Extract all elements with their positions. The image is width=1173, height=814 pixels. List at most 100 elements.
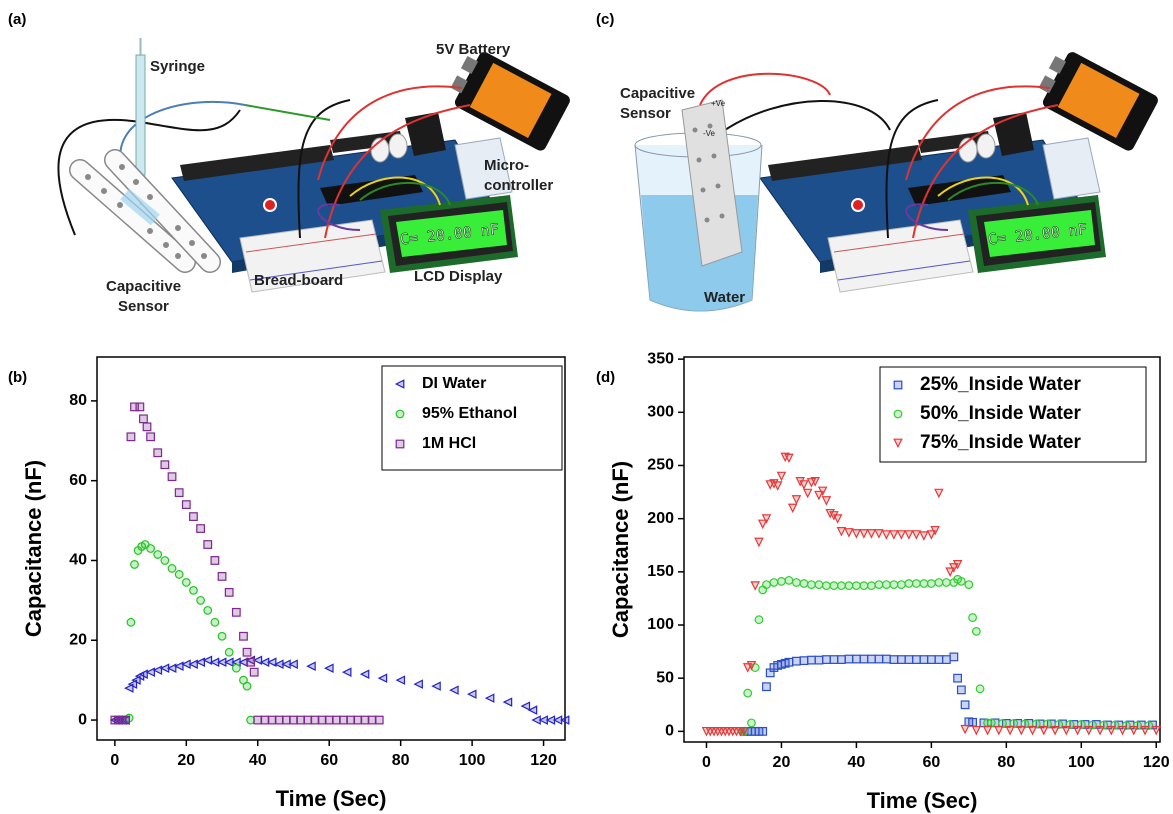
data-point (127, 619, 135, 627)
x-tick-label: 80 (392, 752, 410, 769)
data-point (965, 581, 973, 589)
data-point (147, 433, 155, 441)
data-point (845, 582, 853, 590)
data-point (823, 497, 831, 505)
data-point (154, 449, 162, 457)
data-point (308, 662, 316, 670)
data-point (748, 719, 756, 727)
data-point (898, 581, 906, 589)
data-point (800, 580, 808, 588)
data-point (347, 716, 355, 724)
data-point (486, 694, 494, 702)
data-point (318, 716, 326, 724)
data-point (793, 657, 801, 665)
data-point (361, 716, 369, 724)
data-point (763, 581, 771, 589)
data-point (122, 716, 130, 724)
x-tick-label: 40 (249, 752, 267, 769)
data-point (225, 589, 233, 597)
data-point (804, 489, 812, 497)
panel-label: (b) (8, 369, 27, 386)
data-point (204, 607, 212, 615)
data-point (860, 582, 868, 590)
data-point (247, 658, 255, 666)
y-tick-label: 250 (647, 457, 674, 474)
data-point (853, 530, 861, 538)
data-point (250, 668, 258, 676)
data-point (415, 680, 423, 688)
data-point (240, 632, 248, 640)
data-point (958, 686, 966, 694)
label: Capacitive (620, 85, 695, 102)
legend-label: 25%_Inside Water (920, 374, 1081, 395)
data-point (1040, 727, 1048, 735)
data-point (838, 528, 846, 536)
data-point (311, 716, 319, 724)
data-point (233, 609, 241, 617)
label: Water (704, 289, 745, 306)
data-point (995, 727, 1003, 735)
data-point (183, 579, 191, 587)
data-point (815, 581, 823, 589)
data-point (1130, 727, 1138, 735)
legend-marker (396, 410, 404, 418)
data-point (1051, 727, 1059, 735)
data-point (161, 557, 169, 565)
legend-label: DI Water (422, 375, 486, 392)
data-point (950, 653, 958, 661)
data-point (218, 573, 226, 581)
data-point (898, 531, 906, 539)
data-point (468, 690, 476, 698)
legend-label: 75%_Inside Water (920, 432, 1081, 453)
x-tick-label: 20 (773, 754, 791, 771)
data-point (920, 532, 928, 540)
x-tick-label: 0 (702, 754, 711, 771)
data-point (883, 655, 891, 663)
y-tick-label: 200 (647, 510, 674, 527)
data-point (131, 561, 139, 569)
data-point (935, 489, 943, 497)
data-point (830, 656, 838, 664)
y-axis-title: Capacitance (nF) (608, 461, 633, 638)
data-point (845, 655, 853, 663)
x-tick-label: 120 (1143, 754, 1170, 771)
x-tick-label: 80 (997, 754, 1015, 771)
x-tick-label: 100 (1068, 754, 1095, 771)
y-axis-title: Capacitance (nF) (21, 460, 46, 637)
data-point (1141, 727, 1149, 735)
data-point (744, 689, 752, 697)
data-point (175, 489, 183, 497)
data-point (961, 701, 969, 709)
data-point (211, 619, 219, 627)
label: LCD Display (414, 268, 503, 285)
data-point (890, 581, 898, 589)
data-point (450, 686, 458, 694)
data-point (969, 719, 977, 727)
legend-label: 95% Ethanol (422, 405, 517, 422)
y-tick-label: 0 (78, 711, 87, 728)
x-tick-label: 60 (320, 752, 338, 769)
data-point (375, 716, 383, 724)
data-point (147, 668, 155, 676)
data-point (875, 655, 883, 663)
legend-label: 1M HCl (422, 435, 476, 452)
data-point (823, 656, 831, 664)
data-point (875, 530, 883, 538)
data-point (136, 403, 144, 411)
legend-marker (894, 410, 902, 418)
data-point (890, 656, 898, 664)
data-point (218, 632, 226, 640)
data-point (973, 727, 981, 735)
legend-label: 50%_Inside Water (920, 403, 1081, 424)
data-point (976, 685, 984, 693)
data-point (751, 582, 759, 590)
data-point (254, 716, 262, 724)
data-point (1119, 727, 1127, 735)
panel-label: (a) (8, 11, 26, 28)
data-point (168, 664, 176, 672)
data-point (905, 531, 913, 539)
data-point (860, 655, 868, 663)
data-point (778, 472, 786, 480)
data-point (853, 582, 861, 590)
data-point (755, 538, 763, 546)
